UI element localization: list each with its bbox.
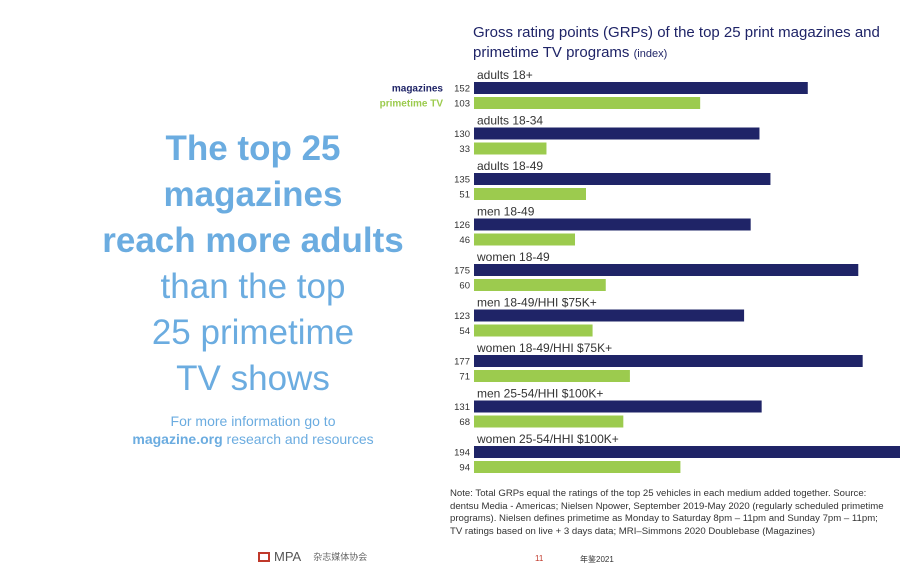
bar-magazines xyxy=(474,82,808,94)
value-label: 68 xyxy=(459,417,470,428)
bar-primetime xyxy=(474,279,606,291)
chart-title-main: Gross rating points (GRPs) of the top 25… xyxy=(473,24,880,61)
mpa-logo-icon xyxy=(258,551,270,562)
value-label: 130 xyxy=(454,129,470,140)
category-label: women 18-49 xyxy=(476,250,550,264)
chart-title-suffix: (index) xyxy=(633,48,668,60)
value-label: 131 xyxy=(454,402,470,413)
headline-line-6: TV shows xyxy=(176,359,330,398)
category-label: adults 18+ xyxy=(477,68,533,82)
info-text: For more information go to magazine.org … xyxy=(98,412,408,448)
headline-line-1: The top 25 xyxy=(165,129,341,168)
info-line-1: For more information go to xyxy=(170,413,336,429)
value-label: 177 xyxy=(454,357,470,368)
legend-magazines: magazines xyxy=(392,84,444,95)
mpa-logo-cn: 杂志媒体协会 xyxy=(313,552,368,562)
category-label: women 25-54/HHI $100K+ xyxy=(476,432,619,446)
category-label: men 25-54/HHI $100K+ xyxy=(477,387,603,401)
value-label: 46 xyxy=(459,235,470,246)
bar-primetime xyxy=(474,233,576,246)
bar-primetime xyxy=(474,461,681,473)
headline-line-5: 25 primetime xyxy=(151,313,355,352)
info-line-2: magazine.org research and resources xyxy=(98,430,408,448)
category-label: adults 18-34 xyxy=(477,114,543,128)
bar-primetime xyxy=(474,142,547,155)
legend-primetime: primetime TV xyxy=(380,99,444,110)
mpa-logo-text: MPA xyxy=(274,549,302,564)
value-label: 51 xyxy=(459,190,470,201)
bar-primetime xyxy=(474,370,630,382)
source-note: Note: Total GRPs equal the ratings of th… xyxy=(450,488,884,537)
value-label: 175 xyxy=(454,266,470,277)
category-label: men 18-49 xyxy=(477,205,535,219)
value-label: 123 xyxy=(454,311,470,322)
value-label: 71 xyxy=(459,372,470,383)
footer-label: 年鉴2021 xyxy=(580,555,614,564)
bar-magazines xyxy=(474,309,745,322)
headline-line-3: reach more adults xyxy=(102,221,404,260)
chart-title: Gross rating points (GRPs) of the top 25… xyxy=(473,23,893,64)
value-label: 54 xyxy=(459,326,470,337)
bar-magazines xyxy=(474,355,863,367)
category-label: men 18-49/HHI $75K+ xyxy=(477,296,597,310)
bar-magazines xyxy=(474,264,859,276)
bar-magazines xyxy=(474,446,900,458)
bar-magazines xyxy=(474,218,751,231)
value-label: 33 xyxy=(459,144,470,155)
bar-primetime xyxy=(474,97,701,109)
value-label: 194 xyxy=(454,448,470,459)
value-label: 135 xyxy=(454,175,470,186)
category-label: adults 18-49 xyxy=(477,159,543,173)
bar-magazines xyxy=(474,127,760,140)
headline: The top 25 magazines reach more adults t… xyxy=(88,126,418,402)
value-label: 94 xyxy=(459,463,470,474)
mpa-logo: MPA 杂志媒体协会 xyxy=(258,549,367,564)
bar-primetime xyxy=(474,188,586,200)
bar-magazines xyxy=(474,400,762,413)
bar-primetime xyxy=(474,415,624,428)
headline-line-2: magazines xyxy=(163,175,343,214)
page-number: 11 xyxy=(535,554,544,563)
bar-primetime xyxy=(474,324,593,337)
headline-line-4: than the top xyxy=(160,267,346,306)
category-label: women 18-49/HHI $75K+ xyxy=(476,341,612,355)
magazine-org-link[interactable]: magazine.org xyxy=(132,431,223,447)
value-label: 103 xyxy=(454,99,470,110)
info-line-2-rest: research and resources xyxy=(222,431,374,447)
value-label: 126 xyxy=(454,220,470,231)
value-label: 60 xyxy=(459,281,470,292)
bar-magazines xyxy=(474,173,771,185)
value-label: 152 xyxy=(454,84,470,95)
